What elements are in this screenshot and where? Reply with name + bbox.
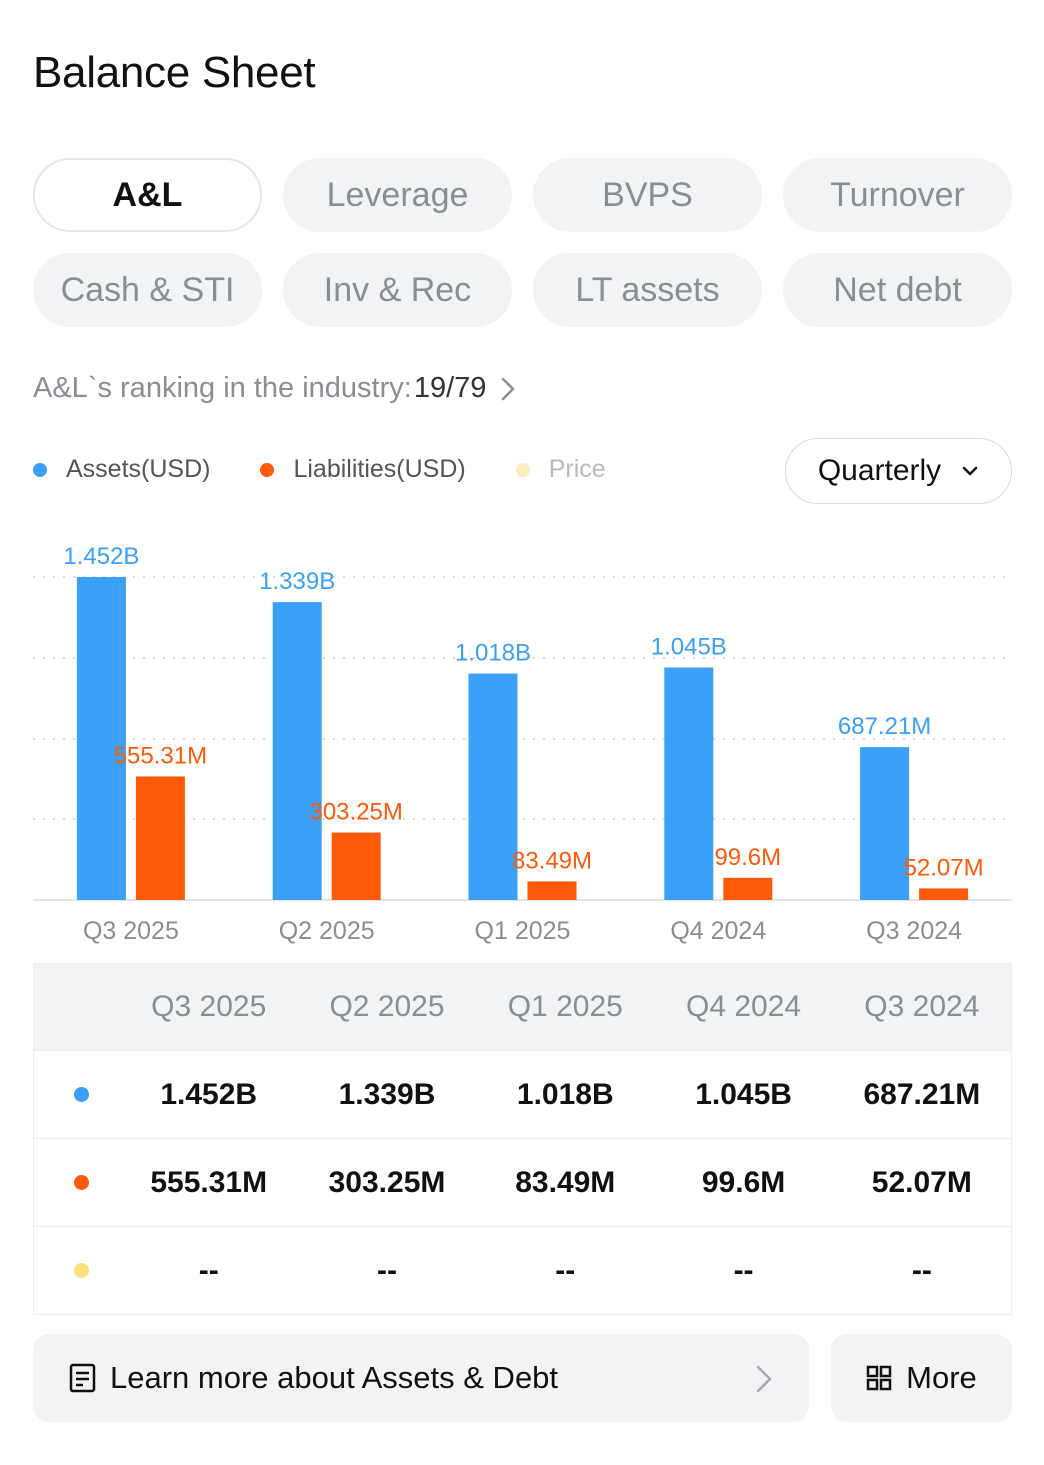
tab-leverage[interactable]: Leverage: [283, 158, 512, 232]
legend-liabilities[interactable]: Liabilities(USD): [260, 455, 466, 484]
learn-more-label: Learn more about Assets & Debt: [110, 1360, 559, 1395]
chevron-right-icon: [756, 1365, 772, 1393]
liabilities-data-label: 303.25M: [309, 799, 402, 826]
liabilities-bar: [135, 776, 185, 900]
ranking-label: A&L`s ranking in the industry:: [33, 372, 412, 404]
table-row-price: -- -- -- -- --: [34, 1226, 1011, 1314]
liabilities-dot-icon: [260, 462, 275, 477]
tab-al[interactable]: A&L: [33, 158, 262, 232]
assets-bar: [468, 673, 518, 900]
price-dot-icon: [74, 1263, 90, 1278]
tab-lt-assets[interactable]: LT assets: [533, 253, 762, 327]
x-tick-label: Q3 2024: [866, 917, 962, 945]
table-cell: --: [198, 1253, 219, 1287]
table-cell: 303.25M: [328, 1165, 446, 1199]
tab-inv-rec[interactable]: Inv & Rec: [283, 253, 512, 327]
tab-net-debt[interactable]: Net debt: [783, 253, 1012, 327]
assets-bar: [272, 602, 322, 900]
document-icon: [69, 1363, 96, 1393]
x-tick-label: Q2 2025: [279, 917, 375, 945]
table-cell: 687.21M: [863, 1077, 981, 1111]
table-cell: --: [911, 1253, 932, 1287]
assets-dot-icon: [33, 462, 47, 477]
grid-icon: [866, 1365, 892, 1391]
metric-tabs: A&L Leverage BVPS Turnover Cash & STI In…: [33, 158, 1012, 327]
ranking-value: 19/79: [413, 372, 487, 404]
table-cell: 99.6M: [701, 1165, 786, 1199]
more-button[interactable]: More: [831, 1334, 1012, 1422]
legend-assets[interactable]: Assets(USD): [33, 455, 210, 484]
more-label: More: [906, 1360, 977, 1395]
chart-legend: Assets(USD) Liabilities(USD) Price: [33, 455, 656, 484]
assets-bar: [76, 577, 126, 900]
table-cell: 1.018B: [516, 1077, 614, 1111]
x-tick-label: Q1 2025: [475, 917, 571, 945]
assets-data-label: 687.21M: [838, 713, 931, 740]
table-header-cell: Q3 2024: [864, 990, 980, 1023]
assets-data-label: 1.452B: [63, 543, 139, 570]
liabilities-data-label: 555.31M: [114, 742, 207, 769]
table-cell: --: [733, 1253, 754, 1287]
table-cell: 83.49M: [515, 1165, 616, 1199]
tab-turnover[interactable]: Turnover: [783, 158, 1012, 232]
data-table: Q3 2025 Q2 2025 Q1 2025 Q4 2024 Q3 2024 …: [33, 963, 1012, 1315]
table-cell: 1.339B: [338, 1077, 436, 1111]
assets-bar: [664, 667, 714, 900]
x-tick-label: Q4 2024: [670, 917, 766, 945]
liabilities-data-label: 83.49M: [512, 847, 592, 874]
table-header-cell: Q1 2025: [507, 990, 623, 1023]
chevron-right-icon: [502, 377, 515, 400]
page-title: Balance Sheet: [33, 48, 316, 97]
x-tick-label: Q3 2025: [83, 917, 179, 945]
tab-cash-sti[interactable]: Cash & STI: [33, 253, 262, 327]
liabilities-bar: [723, 877, 773, 900]
table-cell: 1.452B: [160, 1077, 258, 1111]
assets-bar: [860, 747, 910, 900]
liabilities-bar: [919, 888, 969, 900]
period-selected: Quarterly: [817, 454, 942, 487]
learn-more-button[interactable]: Learn more about Assets & Debt: [33, 1334, 809, 1422]
table-cell: --: [555, 1253, 576, 1287]
table-cell: 555.31M: [150, 1165, 268, 1199]
chevron-down-icon: [962, 466, 978, 476]
assets-data-label: 1.339B: [259, 568, 335, 595]
industry-ranking-link[interactable]: A&L`s ranking in the industry: 19/79: [33, 372, 518, 405]
tab-bvps[interactable]: BVPS: [533, 158, 762, 232]
table-row-assets: 1.452B 1.339B 1.018B 1.045B 687.21M: [34, 1050, 1011, 1138]
table-row-liabilities: 555.31M 303.25M 83.49M 99.6M 52.07M: [34, 1138, 1011, 1226]
table-header-cell: Q3 2025: [151, 990, 267, 1023]
table-cell: 52.07M: [871, 1165, 972, 1199]
price-dot-icon: [515, 462, 530, 477]
table-header-cell: Q2 2025: [329, 990, 445, 1023]
liabilities-data-label: 99.6M: [714, 844, 781, 871]
table-cell: 1.045B: [695, 1077, 792, 1111]
legend-price[interactable]: Price: [515, 455, 606, 484]
assets-data-label: 1.018B: [455, 640, 531, 667]
table-cell: --: [377, 1253, 397, 1287]
liabilities-bar: [331, 832, 381, 900]
table-header-cell: Q4 2024: [686, 990, 802, 1023]
balance-chart: 1.452B 555.31M Q3 2025 1.339B 303.25M Q2 2025…: [33, 543, 1012, 945]
liabilities-bar: [527, 881, 577, 900]
liabilities-data-label: 52.07M: [904, 854, 984, 881]
assets-data-label: 1.045B: [651, 634, 727, 661]
liabilities-dot-icon: [74, 1175, 90, 1190]
table-header: Q3 2025 Q2 2025 Q1 2025 Q4 2024 Q3 2024: [34, 964, 1011, 1050]
period-dropdown[interactable]: Quarterly: [785, 438, 1012, 504]
assets-dot-icon: [74, 1087, 90, 1102]
